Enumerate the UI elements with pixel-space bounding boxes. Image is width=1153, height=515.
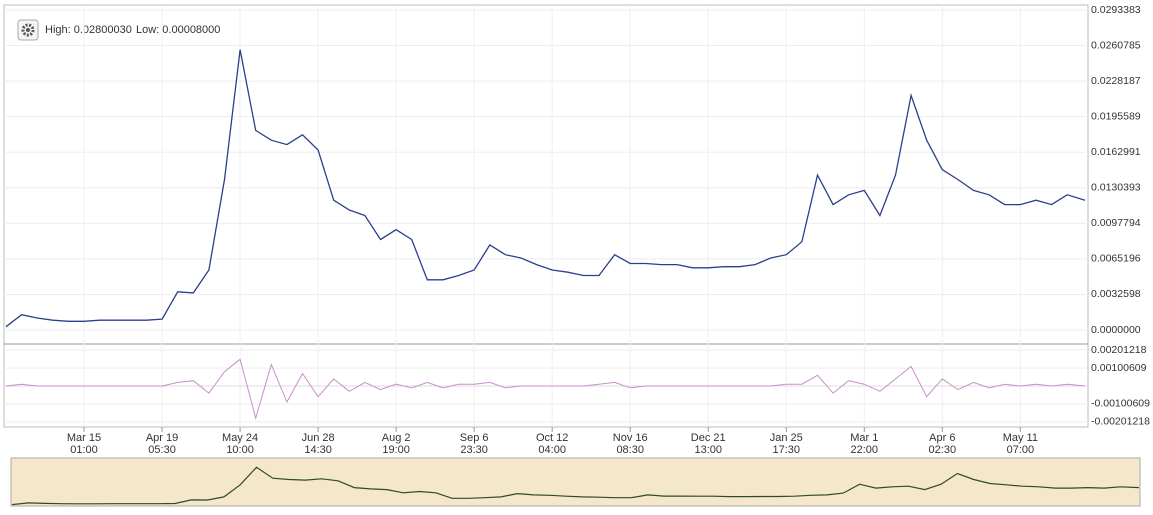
x-tick-date: Sep 6 xyxy=(460,432,489,444)
y-tick-label: 0.0228187 xyxy=(1091,75,1141,87)
x-tick-time: 08:30 xyxy=(616,444,644,456)
x-tick-time: 13:00 xyxy=(694,444,722,456)
x-tick-time: 17:30 xyxy=(773,444,801,456)
x-tick-time: 23:30 xyxy=(460,444,488,456)
navigator xyxy=(10,457,1141,507)
y-tick-label: 0.0032598 xyxy=(1091,288,1141,300)
y-tick-label: 0.0293383 xyxy=(1091,4,1141,16)
y-tick-label: 0.0065196 xyxy=(1091,253,1141,265)
y-tick-label: 0.0260785 xyxy=(1091,39,1141,51)
y-tick-label: -0.00201218 xyxy=(1091,416,1150,428)
x-tick-date: Oct 12 xyxy=(536,432,568,444)
x-tick-time: 01:00 xyxy=(70,444,98,456)
plot-frame xyxy=(3,4,1089,428)
x-tick-time: 22:00 xyxy=(851,444,879,456)
x-tick-time: 07:00 xyxy=(1007,444,1035,456)
y-tick-label: 0.0097794 xyxy=(1091,217,1141,229)
x-tick-date: Mar 15 xyxy=(67,432,101,444)
y-tick-label: 0.0162991 xyxy=(1091,146,1141,158)
x-tick-date: Jun 28 xyxy=(302,432,335,444)
y-tick-label: 0.00100609 xyxy=(1091,362,1147,374)
high-label: High: 0.02800030 xyxy=(45,24,132,36)
price-line xyxy=(5,49,1086,328)
y-tick-label: 0.00201218 xyxy=(1091,344,1147,356)
y-tick-label: 0.0195589 xyxy=(1091,110,1141,122)
x-tick-date: May 24 xyxy=(222,432,258,444)
y-tick-label: 0.0000000 xyxy=(1091,324,1141,336)
x-tick-time: 04:00 xyxy=(538,444,566,456)
x-tick-date: May 11 xyxy=(1003,432,1038,444)
x-tick-time: 10:00 xyxy=(226,444,254,456)
oscillator-line xyxy=(5,358,1086,420)
y-tick-label: -0.00100609 xyxy=(1091,398,1150,410)
x-tick-date: Jan 25 xyxy=(770,432,803,444)
x-tick-date: Dec 21 xyxy=(691,432,726,444)
x-tick-date: Aug 2 xyxy=(382,432,411,444)
x-tick-time: 05:30 xyxy=(148,444,176,456)
x-tick-date: Nov 16 xyxy=(613,432,648,444)
x-tick-time: 19:00 xyxy=(382,444,410,456)
navigator-line xyxy=(11,466,1140,506)
x-tick-date: Mar 1 xyxy=(850,432,878,444)
x-tick-date: Apr 19 xyxy=(146,432,178,444)
gear-center xyxy=(26,28,30,32)
gear-icon xyxy=(21,23,35,37)
x-tick-time: 02:30 xyxy=(929,444,957,456)
x-tick-time: 14:30 xyxy=(304,444,332,456)
low-label: Low: 0.00008000 xyxy=(136,24,220,36)
x-tick-date: Apr 6 xyxy=(929,432,955,444)
y-tick-label: 0.0130393 xyxy=(1091,182,1141,194)
